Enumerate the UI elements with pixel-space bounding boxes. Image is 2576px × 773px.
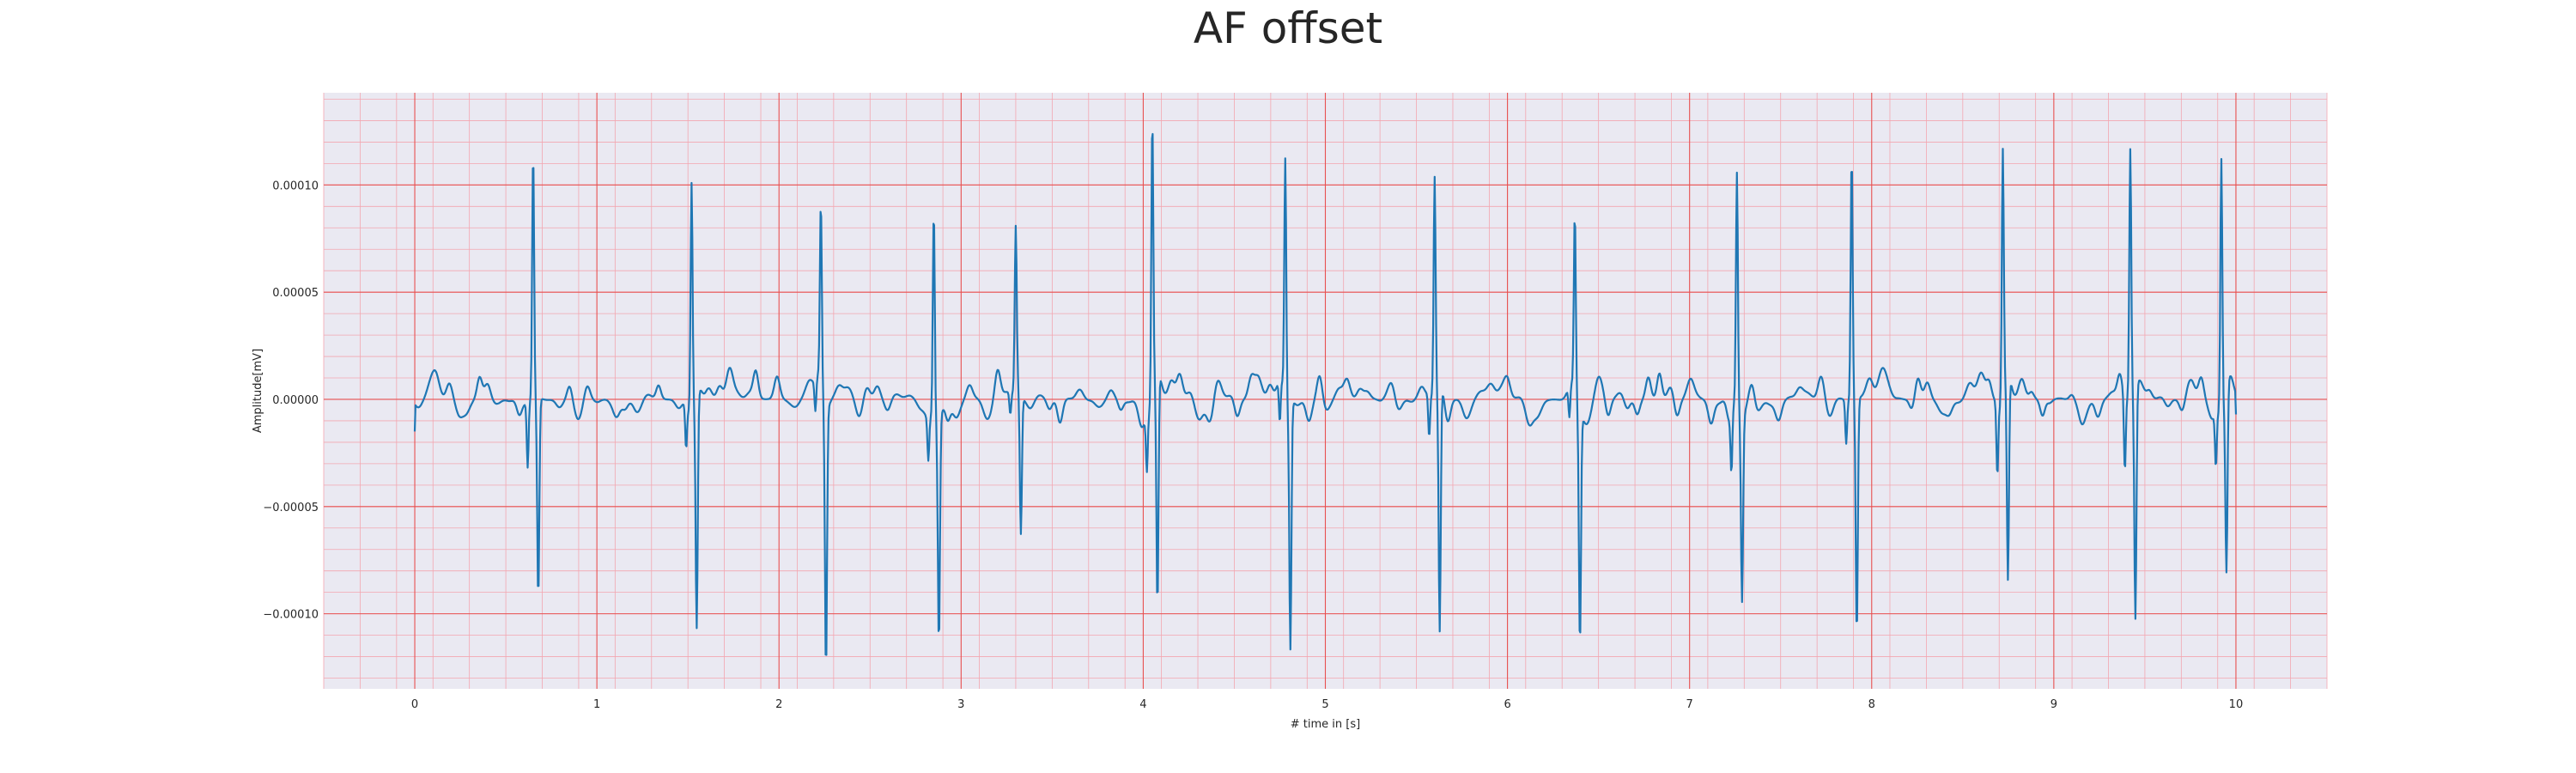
- x-tick-label: 8: [1868, 698, 1875, 711]
- x-axis-label: # time in [s]: [1291, 718, 1360, 731]
- y-tick-label: −0.00005: [263, 502, 319, 514]
- x-tick-label: 5: [1321, 698, 1328, 711]
- x-tick-label: 6: [1504, 698, 1510, 711]
- y-tick-label: 0.00010: [272, 180, 319, 192]
- x-tick-label: 0: [411, 698, 418, 711]
- y-tick-label: 0.00005: [272, 287, 319, 300]
- x-tick-label: 4: [1139, 698, 1146, 711]
- y-tick-label: 0.00000: [272, 394, 319, 407]
- y-tick-label: −0.00010: [263, 609, 319, 622]
- ecg-signal-line: [413, 132, 2238, 656]
- x-tick-label: 10: [2229, 698, 2244, 711]
- x-tick-label: 3: [957, 698, 964, 711]
- x-tick-label: 2: [775, 698, 782, 711]
- chart-title: AF offset: [1193, 3, 1383, 53]
- x-tick-label: 9: [2050, 698, 2057, 711]
- x-tick-label: 7: [1686, 698, 1693, 711]
- x-axis-ticks: 0 1 2 3 4 5 6 7 8 9 10: [411, 698, 2243, 711]
- x-tick-label: 1: [593, 698, 600, 711]
- y-axis-label: Amplitude[mV]: [252, 349, 264, 433]
- y-axis-ticks: −0.00010 −0.00005 0.00000 0.00005 0.00010: [263, 180, 319, 621]
